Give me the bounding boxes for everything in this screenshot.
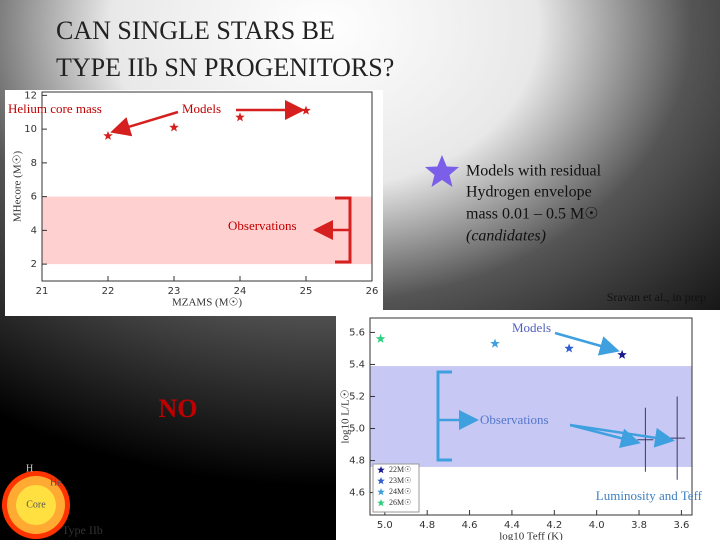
star-diagram: H He Core Type IIb (2, 463, 103, 539)
annotation: Luminosity and Teff (596, 488, 703, 503)
y-tick-label: 6 (31, 192, 37, 203)
y-tick-label: 5.0 (349, 424, 365, 435)
y-tick-label: 4.8 (349, 456, 365, 467)
y-tick-label: 12 (24, 90, 37, 101)
plot-frame (369, 317, 693, 516)
y-tick-label: 5.2 (349, 391, 365, 402)
x-tick-label: 21 (36, 286, 49, 297)
x-tick-label: 3.8 (631, 520, 647, 531)
annotation: Models (182, 101, 221, 116)
x-tick-label: 4.6 (462, 520, 478, 531)
point (301, 105, 311, 115)
note: Hydrogen envelope (466, 184, 592, 201)
layer-label: Core (26, 499, 46, 510)
verdict: NO (159, 394, 198, 423)
chart-2: 5.0 4.8 4.6 4.4 4.2 4.0 3.8 3.6 4.6 4.8 5.0 5.2 5.4 5… (340, 317, 693, 540)
title: CAN SINGLE STARS BE (56, 16, 335, 45)
note: Models with residual (466, 163, 602, 180)
y-tick-label: 5.4 (349, 359, 365, 370)
x-tick-label: 4.8 (419, 520, 435, 531)
x-tick-label: 5.0 (377, 520, 393, 531)
title: TYPE IIb SN PROGENITORS? (56, 53, 394, 82)
caption: Type IIb (62, 523, 103, 537)
point (169, 122, 179, 132)
x-tick-label: 22 (102, 286, 115, 297)
note: mass 0.01 – 0.5 M☉ (466, 206, 599, 223)
x-tick-label: 4.4 (504, 520, 520, 531)
legend-label: 26M☉ (389, 498, 411, 507)
annotation: Helium core mass (8, 101, 102, 116)
arrows (110, 100, 675, 462)
y-axis-label: log10 L/L☉ (340, 389, 352, 443)
x-tick-label: 3.6 (673, 520, 689, 531)
annotation: Observations (480, 412, 549, 427)
band (370, 366, 692, 467)
point (490, 338, 500, 348)
y-tick-label: 10 (24, 124, 37, 135)
annotation: Observations (228, 218, 297, 233)
legend-star (425, 155, 459, 187)
x-tick-label: 4.2 (546, 520, 562, 531)
point (564, 343, 574, 353)
annotation: Models (512, 320, 551, 335)
legend-label: 22M☉ (389, 465, 411, 474)
x-tick-label: 24 (234, 286, 247, 297)
note: (candidates) (466, 228, 546, 245)
x-axis-label: MZAMS (M☉) (172, 297, 242, 309)
y-tick-label: 4.6 (349, 488, 365, 499)
point (235, 112, 245, 122)
y-tick-label: 4 (31, 225, 37, 236)
point (103, 130, 113, 140)
y-axis-label: MHecore (M☉) (12, 151, 24, 223)
legend-label: 23M☉ (389, 476, 411, 485)
legend-marker (377, 477, 385, 485)
x-tick-label: 23 (168, 286, 181, 297)
legend-label: 24M☉ (389, 487, 411, 496)
legend-marker (377, 488, 385, 496)
legend-marker (377, 466, 385, 474)
point (375, 333, 386, 343)
point (617, 349, 627, 359)
legend-marker (377, 499, 385, 507)
x-tick-label: 25 (300, 286, 313, 297)
citation: Sravan et al., in prep (607, 290, 706, 304)
x-tick-label: 26 (366, 286, 379, 297)
y-tick-label: 8 (31, 158, 37, 169)
y-tick-label: 5.6 (349, 327, 365, 338)
layer-label: H (26, 463, 33, 474)
plot-frame (41, 91, 373, 282)
y-tick-label: 2 (31, 259, 37, 270)
x-tick-label: 4.0 (589, 520, 605, 531)
layer-label: He (50, 477, 62, 488)
x-axis-label: log10 Teff (K) (499, 531, 563, 540)
